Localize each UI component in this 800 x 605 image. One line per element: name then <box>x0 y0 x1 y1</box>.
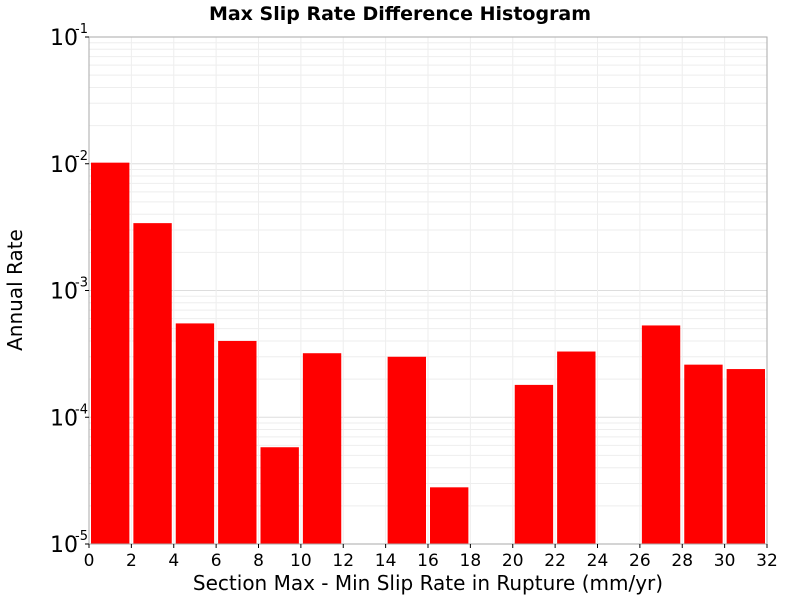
bar-series <box>91 162 765 545</box>
y-tick-exponent: -4 <box>75 402 88 417</box>
x-tick-label: 12 <box>332 551 354 571</box>
x-tick-label: 18 <box>460 551 482 571</box>
x-axis-ticks: 0 2 4 6 8 10 12 14 16 18 20 22 24 26 28 30 32 <box>84 544 778 571</box>
y-tick-label: 10 <box>50 26 78 51</box>
y-tick-label: 10 <box>50 533 78 558</box>
histogram-bar <box>133 223 172 544</box>
x-tick-label: 8 <box>253 551 264 571</box>
y-axis-title: Annual Rate <box>3 229 27 351</box>
histogram-bar <box>726 369 765 544</box>
x-tick-label: 30 <box>714 551 736 571</box>
y-tick-exponent: -3 <box>75 276 88 291</box>
x-tick-label: 2 <box>126 551 137 571</box>
histogram-bar <box>260 447 299 544</box>
histogram-bar <box>387 356 426 544</box>
x-tick-label: 4 <box>168 551 179 571</box>
x-tick-label: 20 <box>502 551 524 571</box>
y-tick-label: 10 <box>50 153 78 178</box>
histogram-bar <box>175 323 215 544</box>
x-tick-label: 28 <box>671 551 693 571</box>
x-tick-label: 22 <box>544 551 566 571</box>
y-tick-label: 10 <box>50 406 78 431</box>
histogram-bar <box>557 351 596 544</box>
histogram-bar <box>302 353 342 544</box>
x-tick-label: 24 <box>587 551 609 571</box>
y-axis-ticks: 10-510-410-310-210-1 <box>50 22 89 558</box>
y-tick-exponent: -5 <box>75 529 88 544</box>
x-tick-label: 32 <box>756 551 778 571</box>
histogram-bar <box>218 340 257 544</box>
x-tick-label: 16 <box>417 551 439 571</box>
histogram-bar <box>641 325 681 544</box>
y-tick-exponent: -2 <box>75 149 88 164</box>
histogram-bar <box>430 487 469 544</box>
histogram-bar <box>684 364 723 544</box>
x-axis-title: Section Max - Min Slip Rate in Rupture (… <box>193 571 663 595</box>
histogram-bar <box>91 162 130 545</box>
plot-area <box>88 36 768 545</box>
x-tick-label: 26 <box>629 551 651 571</box>
y-tick-label: 10 <box>50 280 78 305</box>
chart-title: Max Slip Rate Difference Histogram <box>209 3 591 25</box>
histogram-bar <box>514 384 554 544</box>
x-tick-label: 14 <box>375 551 397 571</box>
x-tick-label: 10 <box>290 551 312 571</box>
x-tick-label: 6 <box>211 551 222 571</box>
y-tick-exponent: -1 <box>75 22 88 37</box>
x-tick-label: 0 <box>84 551 95 571</box>
